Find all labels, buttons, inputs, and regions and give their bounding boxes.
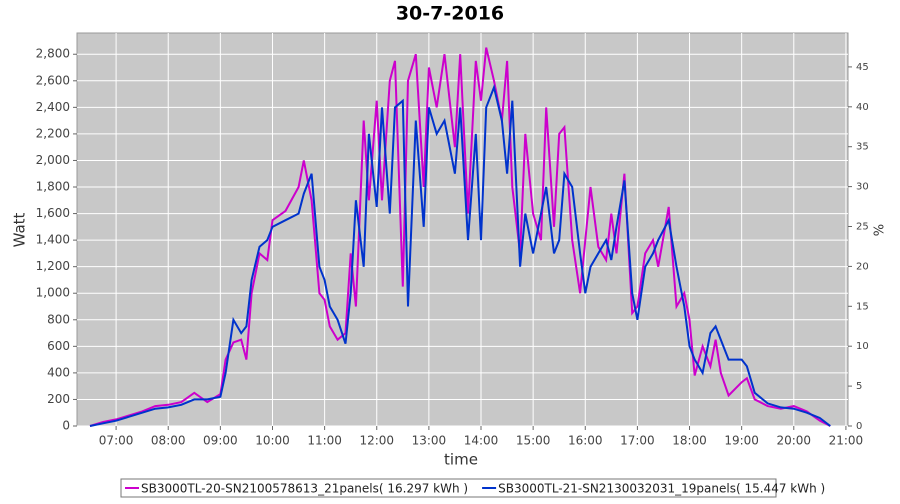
y2-axis-label: % [873,224,888,236]
y-tick-label: 1,200 [36,259,70,273]
y-tick-label: 2,200 [36,126,70,140]
series-line [89,84,831,427]
y2-tick-label: 10 [856,341,869,352]
y2-tick-label: 0 [856,421,862,432]
x-tick-label: 15:00 [516,434,551,448]
y-tick-label: 2,000 [36,153,70,167]
legend-label: SB3000TL-21-SN2130032031_19panels( 15.44… [498,482,825,496]
y2-tick-label: 25 [856,222,869,233]
x-tick-label: 21:00 [829,434,864,448]
x-tick-label: 08:00 [151,434,186,448]
y2-tick-label: 30 [856,182,869,193]
x-tick-label: 17:00 [620,434,655,448]
y-axis-label: Watt [11,212,29,247]
x-tick-label: 11:00 [307,434,342,448]
x-axis-label: time [444,451,478,469]
y-tick-label: 1,800 [36,180,70,194]
y2-tick-label: 20 [856,261,869,272]
x-tick-label: 10:00 [255,434,290,448]
y2-tick-label: 35 [856,142,869,153]
x-tick-label: 12:00 [359,434,394,448]
y-tick-label: 0 [62,419,70,433]
x-tick-label: 13:00 [412,434,447,448]
y-tick-label: 2,400 [36,100,70,114]
y-tick-label: 200 [47,392,70,406]
x-tick-label: 20:00 [776,434,811,448]
chart-title: 30-7-2016 [396,3,504,25]
y-tick-label: 2,800 [36,47,70,61]
y2-tick-label: 45 [856,62,869,73]
y2-tick-label: 15 [856,301,869,312]
y-tick-label: 600 [47,339,70,353]
series-line [89,47,831,427]
y-tick-label: 1,400 [36,233,70,247]
y-tick-label: 1,000 [36,286,70,300]
x-tick-label: 14:00 [464,434,499,448]
x-tick-label: 07:00 [99,434,134,448]
x-tick-label: 16:00 [568,434,603,448]
x-tick-label: 18:00 [672,434,707,448]
y2-tick-label: 40 [856,102,869,113]
y-tick-label: 2,600 [36,73,70,87]
y2-tick-label: 5 [856,381,862,392]
y-tick-label: 800 [47,312,70,326]
legend-label: SB3000TL-20-SN2100578613_21panels( 16.29… [141,482,468,496]
legend [120,478,777,498]
y-tick-label: 1,600 [36,206,70,220]
x-tick-label: 09:00 [203,434,238,448]
y-tick-label: 400 [47,365,70,379]
x-tick-label: 19:00 [724,434,759,448]
